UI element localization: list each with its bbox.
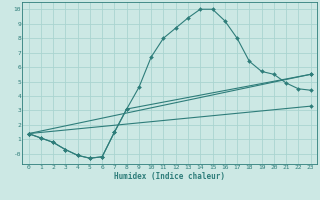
X-axis label: Humidex (Indice chaleur): Humidex (Indice chaleur) [114,172,225,181]
